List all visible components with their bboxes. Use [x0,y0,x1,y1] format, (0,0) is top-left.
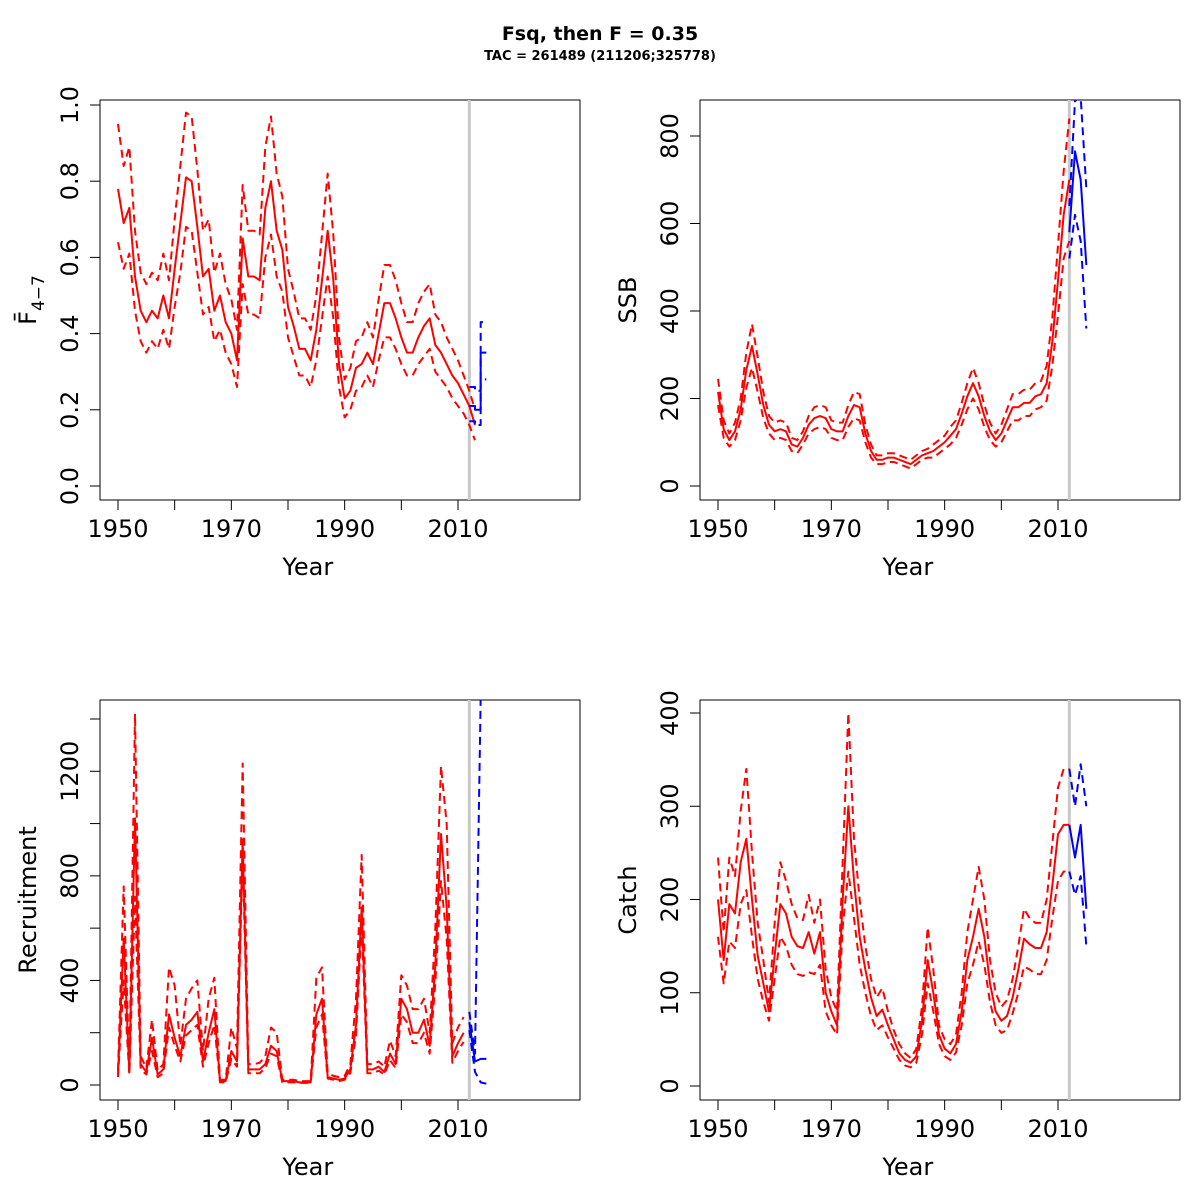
history-median-line [717,179,1071,466]
panel-recruitment: 1950 1970 1990 2010 0 400 800 1200 Year Recruitme… [14,699,581,1181]
x-tick-label: 1950 [87,1115,148,1143]
projection-median-line [1068,823,1088,909]
panel-catch: 1950 1970 1990 2010 0 100 200 300 400 Year Catch [614,690,1181,1181]
history-lower-bound [117,225,476,441]
history-upper-bound [717,118,1071,461]
x-tick-label: 1950 [687,515,748,543]
x-axis-label: Year [881,1153,933,1181]
panel-fbar: 1950 1970 1990 2010 0.0 0.2 0.4 0.6 0.8 1.0 Year F̄… [13,86,581,581]
y-tick-label: 400 [56,958,84,1004]
y-tick-label: 0.4 [56,315,84,353]
y-tick-label: 0 [56,1077,84,1092]
history-lower-bound [717,240,1071,470]
y-tick-label: 0 [656,1078,684,1093]
projection-upper-bound [469,321,487,392]
x-tick-label: 2010 [427,1115,488,1143]
projection-median-line [1068,150,1088,266]
plot-frame [99,99,581,501]
y-tick-label: 100 [656,970,684,1016]
y-tick-label: 600 [656,201,684,247]
y-tick-label: 1200 [56,741,84,802]
y-tick-label: 200 [656,376,684,422]
plot-frame [699,99,1181,501]
history-median-line [717,805,1070,1064]
x-tick-label: 1990 [914,1115,975,1143]
figure-title: Fsq, then F = 0.35 [502,23,698,45]
x-tick-label: 1970 [801,515,862,543]
projection-upper-bound [1068,763,1088,808]
y-axis-label: F̄4−7 [13,275,49,325]
x-tick-label: 2010 [1027,515,1088,543]
x-tick-label: 1970 [801,1115,862,1143]
y-tick-label: 200 [656,877,684,923]
y-tick-label: 0.0 [56,467,84,505]
x-axis-label: Year [281,553,333,581]
x-tick-label: 1990 [314,515,375,543]
projection-lower-bound [468,1029,487,1085]
projection-upper-bound [1068,100,1088,207]
y-tick-label: 300 [656,783,684,829]
projection-median-line [469,351,487,411]
history-lower-bound [117,853,465,1084]
y-axis-label: Recruitment [14,826,42,973]
x-axis-label: Year [281,1153,333,1181]
x-tick-label: 1950 [87,515,148,543]
panel-ssb: 1950 1970 1990 2010 0 200 400 600 800 Year SSB [614,99,1181,581]
plot-frame [99,699,581,1101]
projection-lower-bound [1068,871,1088,947]
history-upper-bound [717,712,1070,1060]
projection-upper-bound [468,700,482,1055]
history-median-line [117,176,476,426]
x-tick-label: 2010 [427,515,488,543]
projection-median-line [468,1022,487,1063]
x-tick-label: 1990 [314,1115,375,1143]
y-axis-label: Catch [614,865,642,934]
y-tick-label: 400 [656,288,684,334]
x-tick-label: 1950 [687,1115,748,1143]
y-tick-label: 800 [56,853,84,899]
figure-subtitle: TAC = 261489 (211206;325778) [484,49,716,64]
y-tick-label: 0 [656,478,684,493]
projection-lower-bound [469,378,487,427]
x-tick-label: 2010 [1027,1115,1088,1143]
history-upper-bound [117,111,476,411]
y-tick-label: 0.8 [56,162,84,200]
x-axis-label: Year [881,553,933,581]
x-tick-label: 1970 [201,515,262,543]
y-tick-label: 1.0 [56,86,84,124]
history-upper-bound [117,712,465,1083]
history-median-line [117,817,465,1084]
projection-lower-bound [1068,213,1088,329]
y-tick-label: 0.6 [56,238,84,276]
x-tick-label: 1970 [201,1115,262,1143]
y-tick-label: 400 [656,690,684,736]
plot-frame [699,699,1181,1101]
x-tick-label: 1990 [914,515,975,543]
y-tick-label: 0.2 [56,391,84,429]
history-lower-bound [717,870,1070,1069]
y-axis-label: SSB [614,277,642,324]
y-tick-label: 800 [656,113,684,159]
